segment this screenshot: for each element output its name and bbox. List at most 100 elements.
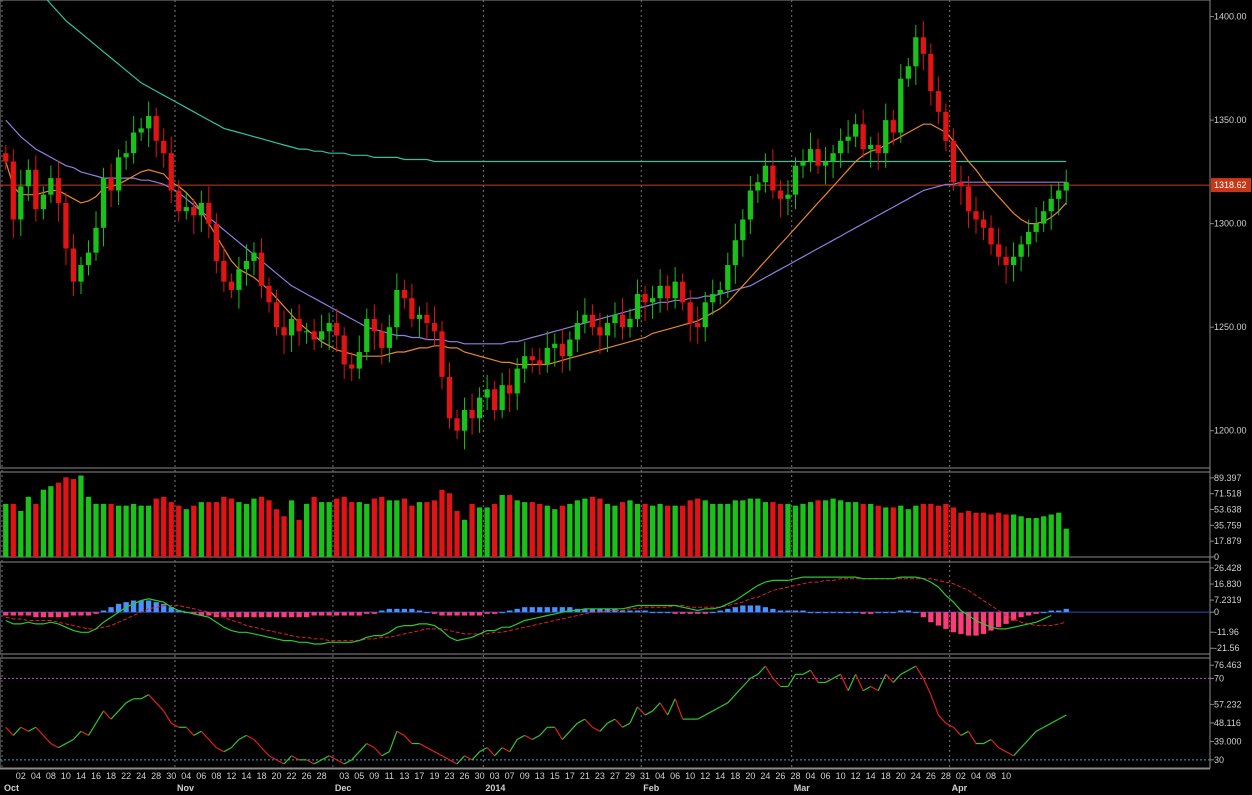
volume-bar	[619, 502, 626, 557]
macd-histogram-bar	[597, 608, 603, 613]
macd-histogram-bar	[634, 610, 641, 613]
macd-panel[interactable]	[0, 576, 1210, 645]
candle-body	[499, 385, 505, 411]
volume-bar	[747, 498, 753, 557]
candle-body	[349, 364, 355, 369]
candle-body	[138, 128, 144, 133]
macd-histogram-bar	[326, 612, 332, 616]
candle	[379, 323, 385, 365]
volume-bar	[221, 496, 227, 557]
volume-bar	[10, 503, 16, 557]
candle-body	[695, 323, 701, 328]
candle-body	[830, 153, 836, 162]
volume-bar	[78, 475, 84, 557]
candle-body	[326, 323, 332, 332]
volume-bar	[777, 503, 784, 557]
rsi-segment	[1043, 722, 1052, 728]
price-panel[interactable]	[0, 0, 1210, 450]
x-day-tick-label: 14	[241, 771, 251, 781]
volume-bar	[920, 503, 926, 557]
x-month-label: Mar	[794, 783, 811, 793]
rsi-segment	[539, 726, 548, 736]
candle	[334, 308, 340, 353]
candle-body	[988, 227, 994, 245]
macd-histogram-bar	[1041, 612, 1047, 614]
rsi-segment	[1020, 739, 1030, 749]
candle	[890, 109, 896, 145]
volume-bar	[642, 503, 648, 557]
candle-body	[93, 227, 99, 253]
volume-bar	[349, 502, 355, 557]
volume-bar	[85, 496, 92, 557]
rsi-segment	[862, 685, 871, 692]
macd-histogram-bar	[514, 608, 520, 613]
macd-histogram-bar	[619, 610, 626, 613]
candle-body	[454, 418, 460, 431]
candle	[770, 149, 776, 199]
candle	[574, 310, 580, 353]
volume-bar	[822, 500, 829, 557]
volume-bar	[589, 496, 596, 557]
macd-histogram-bar	[25, 612, 31, 616]
rsi-segment	[65, 738, 74, 745]
rsi-segment	[592, 726, 601, 732]
candle	[597, 312, 603, 355]
rsi-segment	[125, 698, 134, 704]
volume-bar	[740, 500, 746, 557]
volume-bar	[311, 496, 317, 557]
rsi-segment	[200, 730, 210, 740]
candle	[732, 223, 738, 284]
macd-histogram-bar	[860, 612, 866, 614]
volume-bar	[18, 510, 24, 557]
macd-histogram-bar	[424, 612, 430, 614]
volume-bar	[371, 498, 377, 557]
x-day-tick-label: 13	[535, 771, 545, 781]
x-day-tick-label: 23	[595, 771, 605, 781]
rsi-segment	[501, 747, 510, 753]
volume-bar	[115, 505, 122, 557]
rsi-segment	[73, 730, 82, 740]
candle	[108, 163, 114, 208]
rsi-segment	[230, 739, 240, 749]
current-price-marker: 1318.62	[1211, 178, 1251, 193]
candle	[868, 136, 874, 168]
candle-body	[431, 323, 438, 332]
rsi-segment	[810, 669, 819, 683]
macd-histogram-bar	[228, 612, 235, 618]
candle-body	[755, 182, 761, 191]
volume-panel[interactable]	[3, 475, 1069, 557]
candle	[800, 149, 806, 179]
volume-bar	[3, 503, 9, 557]
rsi-segment	[629, 706, 639, 724]
macd-histogram-bar	[311, 612, 317, 616]
macd-histogram-bar	[258, 612, 265, 618]
sma-mid-line	[5, 119, 1067, 345]
volume-bar	[868, 503, 874, 557]
candle	[777, 180, 784, 218]
volume-bar	[1010, 514, 1017, 557]
price-axis-tick-label: 1400.00	[1214, 12, 1247, 22]
candle	[401, 279, 408, 309]
candle	[146, 101, 152, 148]
candle-body	[1048, 198, 1054, 212]
volume-bar	[853, 502, 859, 557]
candle-body	[928, 53, 934, 92]
macd-histogram-bar	[364, 612, 370, 614]
volume-axis-tick-label: 17.879	[1214, 536, 1242, 546]
x-day-tick-label: 09	[520, 771, 530, 781]
rsi-segment	[464, 755, 473, 761]
candle-body	[206, 202, 212, 224]
macd-histogram-bar	[499, 612, 505, 614]
candle	[755, 173, 761, 203]
macd-histogram-bar	[146, 600, 152, 613]
x-day-tick-label: 04	[181, 771, 191, 781]
rsi-panel[interactable]	[0, 665, 1210, 765]
macd-histogram-bar	[461, 612, 468, 616]
candle-body	[1010, 256, 1017, 266]
candle-body	[424, 314, 430, 324]
rsi-segment	[659, 702, 669, 716]
candle	[898, 64, 904, 143]
rsi-segment	[674, 698, 684, 720]
candle	[973, 196, 979, 234]
macd-histogram-bar	[913, 612, 919, 614]
